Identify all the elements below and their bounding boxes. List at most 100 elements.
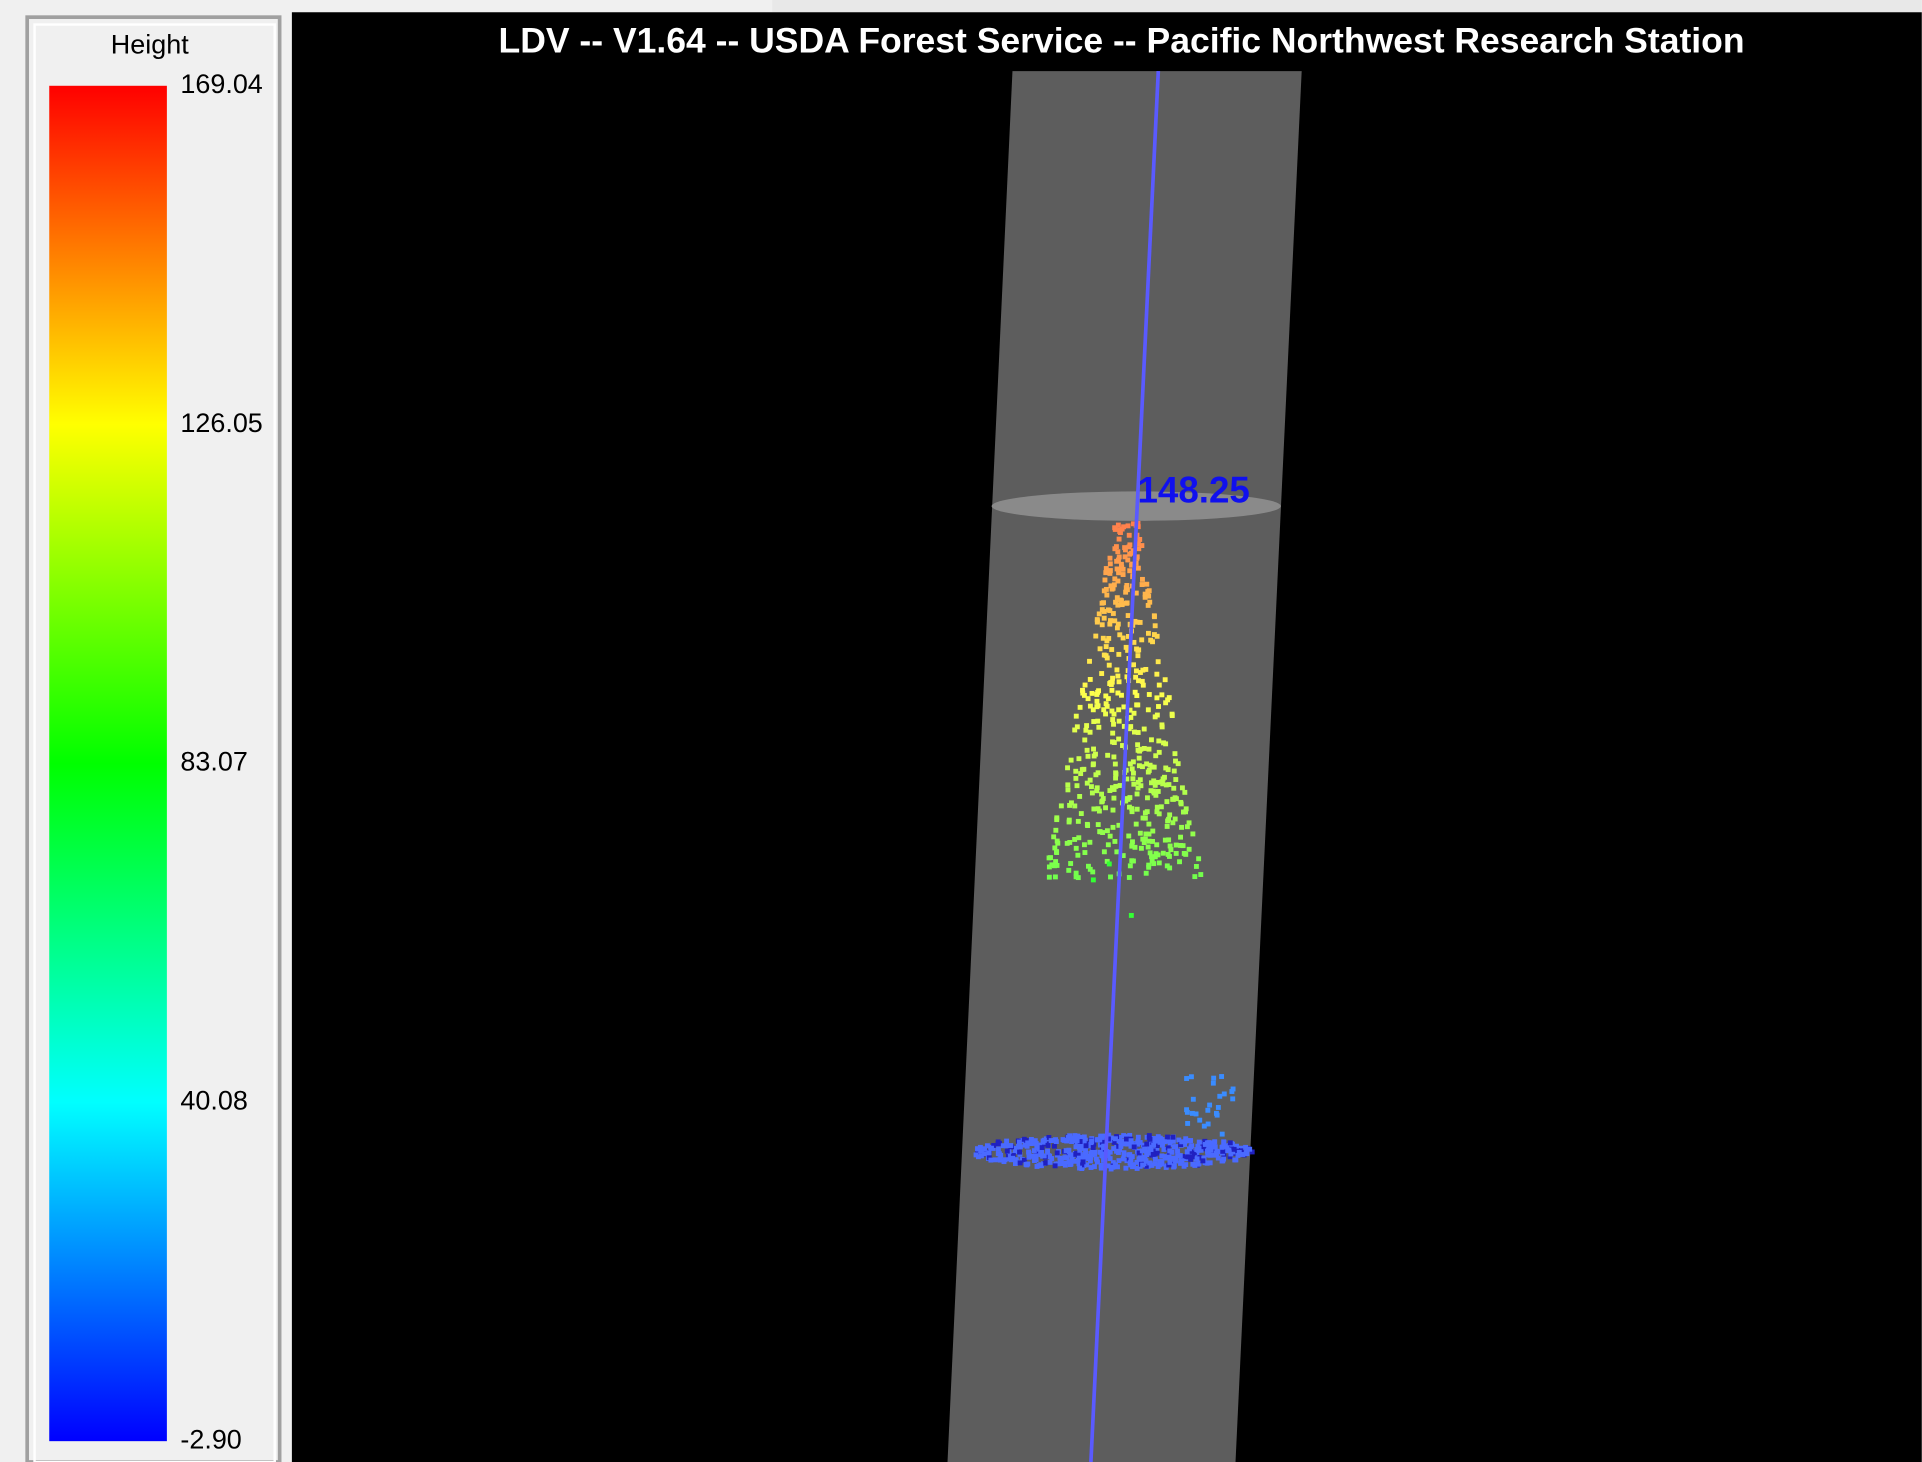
point: [1076, 819, 1081, 824]
point: [1059, 803, 1064, 808]
point: [1137, 756, 1142, 761]
legend-label: 126.05: [180, 408, 262, 438]
point: [1106, 607, 1111, 612]
point: [1084, 1143, 1089, 1148]
point: [1167, 1148, 1172, 1153]
point: [1092, 1164, 1097, 1169]
point: [1097, 1137, 1102, 1142]
point: [1103, 712, 1108, 717]
point: [1232, 1147, 1237, 1152]
point: [1058, 1161, 1063, 1166]
point: [1131, 771, 1136, 776]
point: [1142, 727, 1147, 732]
point: [1111, 722, 1116, 727]
point: [1093, 634, 1098, 639]
point: [1156, 738, 1161, 743]
point: [1004, 1143, 1009, 1148]
point: [1067, 1159, 1072, 1164]
point: [1156, 852, 1161, 857]
point: [1139, 846, 1144, 851]
point: [1105, 828, 1110, 833]
legend-title: Height: [111, 30, 189, 60]
point: [1174, 843, 1179, 848]
point: [1173, 777, 1178, 782]
point: [1085, 781, 1090, 786]
point: [1075, 1138, 1080, 1143]
point: [998, 1153, 1003, 1158]
point: [1102, 849, 1107, 854]
point: [1092, 1152, 1097, 1157]
point: [1178, 1153, 1183, 1158]
point: [993, 1157, 998, 1162]
point: [1178, 800, 1183, 805]
point: [1150, 859, 1155, 864]
point: [1008, 1143, 1013, 1148]
point: [1135, 792, 1140, 797]
point: [1094, 788, 1099, 793]
point: [1195, 1144, 1200, 1149]
point: [1153, 783, 1158, 788]
point: [1078, 705, 1083, 710]
point: [1154, 809, 1159, 814]
point: [1064, 1139, 1069, 1144]
point: [1096, 822, 1101, 827]
point: [1148, 1137, 1153, 1142]
point: [1143, 595, 1148, 600]
point: [1124, 645, 1129, 650]
point: [1130, 809, 1135, 814]
point: [1114, 667, 1119, 672]
point: [1090, 691, 1095, 696]
point: [1111, 808, 1116, 813]
point: [1195, 1156, 1200, 1161]
point: [1167, 1155, 1172, 1160]
point: [1148, 850, 1153, 855]
point: [976, 1154, 981, 1159]
point: [1123, 554, 1128, 559]
point: [1178, 835, 1183, 840]
point: [1192, 874, 1197, 879]
point: [1078, 771, 1083, 776]
point: [1138, 1140, 1143, 1145]
point: [1109, 647, 1114, 652]
point: [1106, 696, 1111, 701]
point: [1090, 791, 1095, 796]
point: [1102, 578, 1107, 583]
point: [1153, 1157, 1158, 1162]
point: [1083, 683, 1088, 688]
point: [1190, 1111, 1195, 1116]
point: [1121, 636, 1126, 641]
point: [1074, 714, 1079, 719]
point: [1245, 1148, 1250, 1153]
point: [1048, 1160, 1053, 1165]
point: [1096, 806, 1101, 811]
point: [1099, 1166, 1104, 1171]
point: [1119, 1139, 1124, 1144]
point: [1116, 1158, 1121, 1163]
point: [1189, 1074, 1194, 1079]
point: [1143, 1155, 1148, 1160]
point: [1040, 1145, 1045, 1150]
point: [1155, 634, 1160, 639]
point: [1159, 722, 1164, 727]
point: [1166, 852, 1171, 857]
point: [1122, 545, 1127, 550]
point: [1109, 583, 1114, 588]
point: [1166, 782, 1171, 787]
point: [1024, 1162, 1029, 1167]
point: [1108, 561, 1113, 566]
point: [1110, 1165, 1115, 1170]
point: [1100, 601, 1105, 606]
point: [1072, 728, 1077, 733]
point: [1087, 659, 1092, 664]
point: [1143, 810, 1148, 815]
point: [1081, 1159, 1086, 1164]
point: [1119, 598, 1124, 603]
point: [1100, 830, 1105, 835]
point: [1108, 1156, 1113, 1161]
point: [1165, 824, 1170, 829]
point: [1123, 1166, 1128, 1171]
point: [1147, 1160, 1152, 1165]
point: [1163, 677, 1168, 682]
point: [1240, 1152, 1245, 1157]
point: [1161, 851, 1166, 856]
